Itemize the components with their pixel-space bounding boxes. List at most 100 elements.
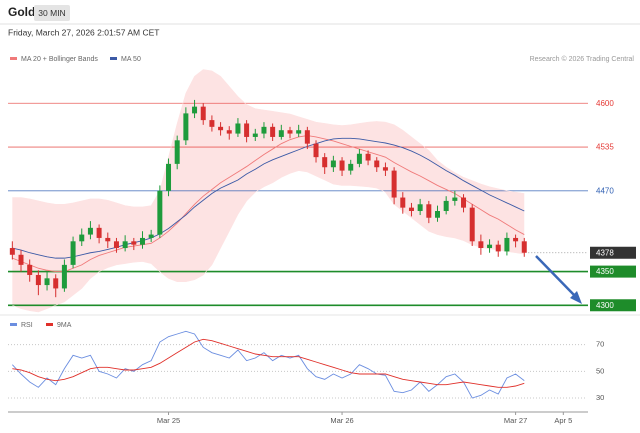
candle-body <box>174 140 180 164</box>
candle-body <box>365 153 371 161</box>
candle-body <box>61 264 67 289</box>
candle-body <box>452 197 458 201</box>
moving-average <box>12 137 525 259</box>
candle-body <box>270 126 276 137</box>
candle-body <box>521 241 527 253</box>
candle-body <box>374 160 380 168</box>
source: Research © 2026 Trading Central <box>530 55 635 63</box>
legend-label: 9MA <box>57 322 72 329</box>
candle-body <box>356 153 362 164</box>
candle-body <box>87 227 93 235</box>
candle-body <box>148 234 154 238</box>
rsi-tick-label: 30 <box>596 393 604 402</box>
candle-body <box>313 143 319 158</box>
candle-body <box>44 278 50 286</box>
candle-body <box>478 241 484 249</box>
candle-body <box>261 126 267 134</box>
candle-body <box>400 197 406 208</box>
candle-body <box>504 237 510 252</box>
chart-title: Gold <box>8 5 35 19</box>
legend-label: MA 50 <box>121 56 141 63</box>
rsi-tick-label: 50 <box>596 366 604 375</box>
candle-body <box>339 160 345 171</box>
level-label: 4535 <box>596 143 614 152</box>
candle-body <box>209 120 215 127</box>
x-tick-label: Mar 26 <box>330 416 353 425</box>
candle-body <box>226 130 232 134</box>
candle-body <box>348 163 354 171</box>
candle-body <box>79 234 85 242</box>
legend-swatch <box>10 323 17 326</box>
arrow-shaft <box>535 255 577 298</box>
candle-body <box>218 126 224 131</box>
candle-body <box>200 106 206 121</box>
level-label-box <box>590 246 636 259</box>
level-label-box <box>590 299 636 312</box>
timeframe-button[interactable] <box>34 5 70 21</box>
level-label-box <box>590 265 636 278</box>
candle-body <box>192 106 198 114</box>
candle-body <box>131 241 137 245</box>
candle-body <box>408 207 414 212</box>
level-label: 4300 <box>596 301 614 310</box>
candle-body <box>513 237 519 242</box>
legend-swatch <box>10 57 17 60</box>
band-upper <box>12 69 525 208</box>
candle-body <box>96 227 102 238</box>
candle-body <box>287 130 293 134</box>
rsi-line <box>12 330 525 399</box>
x-tick-label: Mar 25 <box>157 416 180 425</box>
level-label: 4350 <box>596 267 614 276</box>
candle-body <box>487 244 493 249</box>
candle-body <box>296 130 302 134</box>
candle-body <box>495 244 501 252</box>
level-label-box <box>590 141 636 154</box>
candle-body <box>417 204 423 212</box>
candle-body <box>18 254 24 265</box>
candle-body <box>443 200 449 212</box>
legend-label: MA 20 + Bollinger Bands <box>21 56 98 63</box>
candle-body <box>391 170 397 198</box>
candle-body <box>157 190 163 235</box>
candle-body <box>244 123 250 137</box>
level-label-box <box>590 97 636 110</box>
legend-swatch <box>110 57 117 60</box>
candle-body <box>278 130 284 137</box>
candle-body <box>235 123 241 134</box>
legend-swatch <box>46 323 53 326</box>
candle-body <box>304 130 310 144</box>
candle-body <box>122 241 128 249</box>
candle-body <box>166 163 172 191</box>
candle-body <box>70 241 76 265</box>
timeframe-label[interactable]: 30 MIN <box>38 8 65 18</box>
level-label: 4470 <box>596 186 614 195</box>
candle-body <box>461 197 467 208</box>
candle-body <box>330 160 336 168</box>
candle-body <box>139 237 145 245</box>
legend-label: RSI <box>21 322 33 329</box>
candle-body <box>183 113 189 141</box>
band-lower <box>12 170 525 313</box>
level-label: 4600 <box>596 99 614 108</box>
candle-body <box>469 207 475 242</box>
rsi-line <box>12 338 525 388</box>
candle-body <box>105 237 111 242</box>
candle-body <box>382 167 388 171</box>
candle-body <box>53 278 59 289</box>
candle-body <box>426 204 432 218</box>
arrow-head <box>570 291 582 304</box>
subtitle: Friday, March 27, 2026 2:01:57 AM CET <box>8 27 160 37</box>
x-tick-label: Mar 27 <box>504 416 527 425</box>
moving-average <box>12 135 525 273</box>
candle-body <box>322 157 328 168</box>
level-label-box <box>590 184 636 197</box>
candle-body <box>434 211 440 218</box>
candle-body <box>113 241 119 249</box>
level-label: 4378 <box>596 248 614 257</box>
x-tick-label: Apr 5 <box>554 416 572 425</box>
candle-body <box>252 133 258 137</box>
candle-body <box>27 264 33 275</box>
projection-arrow <box>535 255 582 304</box>
candle-body <box>35 274 41 286</box>
